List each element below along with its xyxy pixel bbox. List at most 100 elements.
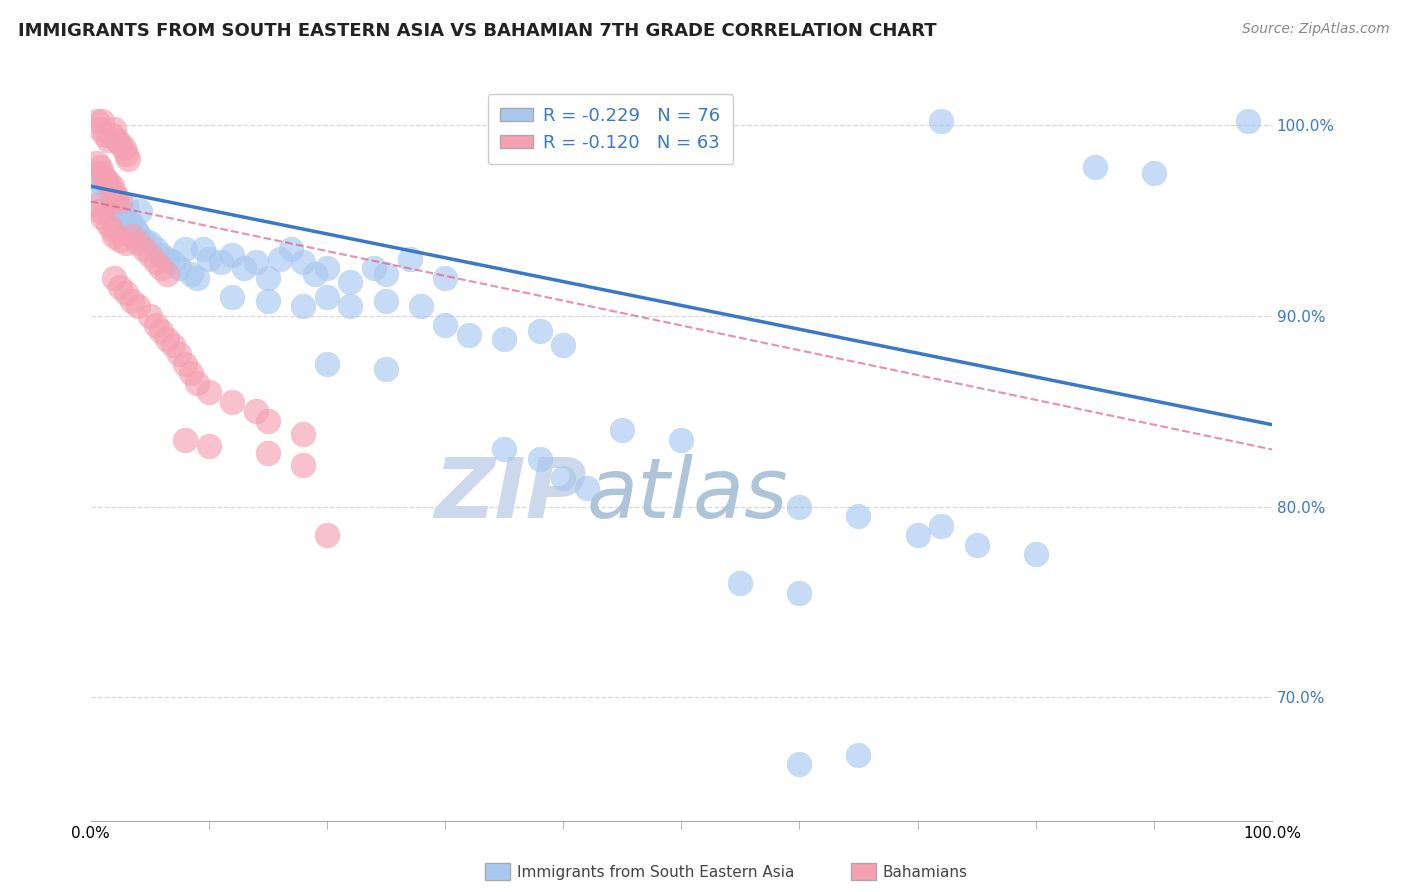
Legend: R = -0.229   N = 76, R = -0.120   N = 63: R = -0.229 N = 76, R = -0.120 N = 63 — [488, 94, 734, 164]
Point — [221, 394, 243, 409]
Point — [907, 528, 929, 542]
Point — [209, 255, 232, 269]
Point — [97, 175, 120, 189]
Point — [103, 122, 125, 136]
Point — [929, 518, 952, 533]
Point — [89, 122, 111, 136]
Text: Source: ZipAtlas.com: Source: ZipAtlas.com — [1241, 22, 1389, 37]
Point — [91, 114, 114, 128]
Point — [315, 290, 337, 304]
Text: atlas: atlas — [586, 454, 789, 534]
Point — [105, 200, 128, 214]
Point — [103, 194, 125, 209]
Point — [101, 128, 124, 142]
Point — [108, 280, 131, 294]
Point — [197, 252, 219, 266]
Point — [245, 404, 267, 418]
Point — [789, 757, 811, 772]
Point — [108, 137, 131, 152]
Point — [529, 452, 551, 467]
Point — [112, 210, 135, 224]
Point — [112, 141, 135, 155]
Point — [789, 585, 811, 599]
Point — [339, 299, 361, 313]
Point — [174, 357, 197, 371]
Point — [145, 255, 167, 269]
Point — [115, 236, 138, 251]
Point — [150, 324, 173, 338]
Point — [97, 133, 120, 147]
Point — [156, 332, 179, 346]
Text: IMMIGRANTS FROM SOUTH EASTERN ASIA VS BAHAMIAN 7TH GRADE CORRELATION CHART: IMMIGRANTS FROM SOUTH EASTERN ASIA VS BA… — [18, 22, 936, 40]
Point — [108, 233, 131, 247]
Point — [127, 299, 149, 313]
Point — [145, 318, 167, 333]
Point — [434, 318, 457, 333]
Point — [162, 255, 184, 269]
Point — [115, 146, 138, 161]
Point — [89, 175, 111, 189]
Point — [457, 328, 479, 343]
Point — [138, 309, 160, 323]
Point — [117, 153, 139, 167]
Point — [103, 270, 125, 285]
Point — [304, 267, 326, 281]
Point — [86, 198, 108, 212]
Point — [1084, 160, 1107, 174]
Point — [103, 228, 125, 243]
Point — [494, 442, 516, 457]
Point — [848, 509, 870, 524]
Point — [245, 255, 267, 269]
Point — [186, 376, 208, 390]
Point — [848, 747, 870, 762]
Point — [174, 242, 197, 256]
Point — [730, 576, 752, 591]
Point — [138, 236, 160, 251]
Point — [91, 210, 114, 224]
Point — [256, 446, 278, 460]
Point — [132, 233, 155, 247]
Point — [315, 261, 337, 276]
Point — [94, 171, 117, 186]
Point — [94, 128, 117, 142]
Text: ZIP: ZIP — [434, 454, 586, 534]
Point — [180, 366, 202, 380]
Point — [105, 133, 128, 147]
Point — [150, 248, 173, 262]
Point — [86, 166, 108, 180]
Point — [256, 293, 278, 308]
Point — [174, 433, 197, 447]
Point — [789, 500, 811, 514]
Point — [1237, 114, 1260, 128]
Point — [94, 171, 117, 186]
Point — [115, 198, 138, 212]
Point — [145, 242, 167, 256]
Point — [91, 166, 114, 180]
Point — [671, 433, 693, 447]
Point — [108, 194, 131, 209]
Point — [101, 188, 124, 202]
Text: Bahamians: Bahamians — [883, 865, 967, 880]
Point — [929, 114, 952, 128]
Point — [86, 114, 108, 128]
Point — [108, 204, 131, 219]
Point — [97, 179, 120, 194]
Point — [256, 270, 278, 285]
Point — [612, 423, 634, 437]
Point — [105, 191, 128, 205]
Point — [269, 252, 291, 266]
Point — [121, 293, 143, 308]
Point — [315, 357, 337, 371]
Point — [398, 252, 420, 266]
Point — [221, 290, 243, 304]
Point — [256, 414, 278, 428]
Point — [121, 217, 143, 231]
Point — [115, 285, 138, 300]
Point — [292, 299, 315, 313]
Point — [124, 223, 146, 237]
Point — [191, 242, 214, 256]
Point — [117, 213, 139, 227]
Point — [197, 385, 219, 400]
Point — [221, 248, 243, 262]
Point — [315, 528, 337, 542]
